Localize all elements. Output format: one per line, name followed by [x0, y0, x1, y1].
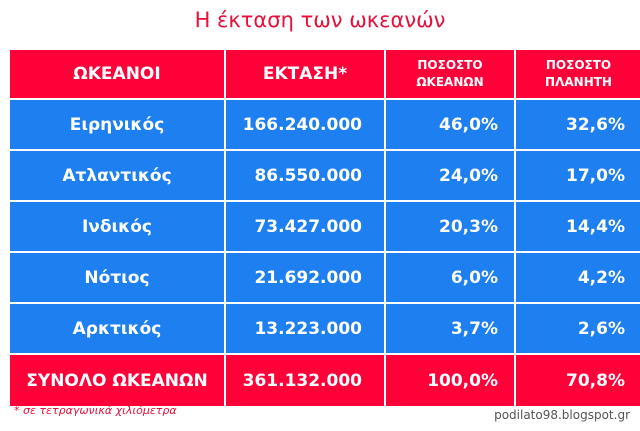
ocean-pct-oceans: 3,7%	[386, 304, 514, 353]
ocean-name: Ατλαντικός	[10, 151, 224, 200]
ocean-pct-planet: 14,4%	[516, 202, 640, 251]
table-header-row: ΩΚΕΑΝΟΙ ΕΚΤΑΣΗ* ΠΟΣΟΣΤΟ ΩΚΕΑΝΩΝ ΠΟΣΟΣΤΟ …	[10, 50, 640, 98]
ocean-pct-planet: 2,6%	[516, 304, 640, 353]
total-pct-planet: 70,8%	[516, 355, 640, 406]
ocean-pct-oceans: 6,0%	[386, 253, 514, 302]
table-row: Ατλαντικός 86.550.000 24,0% 17,0%	[10, 151, 640, 200]
ocean-name: Νότιος	[10, 253, 224, 302]
header-pct-planet: ΠΟΣΟΣΤΟ ΠΛΑΝΗΤΗ	[516, 50, 640, 98]
table-total-row: ΣΥΝΟΛΟ ΩΚΕΑΝΩΝ 361.132.000 100,0% 70,8%	[10, 355, 640, 406]
ocean-name: Ινδικός	[10, 202, 224, 251]
header-oceans: ΩΚΕΑΝΟΙ	[10, 50, 224, 98]
page-title: Η έκταση των ωκεανών	[194, 8, 446, 32]
ocean-pct-oceans: 24,0%	[386, 151, 514, 200]
header-pct-oceans-line2: ΩΚΕΑΝΩΝ	[416, 75, 484, 89]
ocean-name: Αρκτικός	[10, 304, 224, 353]
table-row: Αρκτικός 13.223.000 3,7% 2,6%	[10, 304, 640, 353]
total-pct-oceans: 100,0%	[386, 355, 514, 406]
header-area: ΕΚΤΑΣΗ*	[226, 50, 384, 98]
ocean-pct-planet: 4,2%	[516, 253, 640, 302]
header-pct-planet-line1: ΠΟΣΟΣΤΟ	[545, 58, 612, 72]
ocean-pct-oceans: 46,0%	[386, 100, 514, 149]
ocean-area: 21.692.000	[226, 253, 384, 302]
table-row: Νότιος 21.692.000 6,0% 4,2%	[10, 253, 640, 302]
ocean-area: 166.240.000	[226, 100, 384, 149]
table-row: Ειρηνικός 166.240.000 46,0% 32,6%	[10, 100, 640, 149]
total-label: ΣΥΝΟΛΟ ΩΚΕΑΝΩΝ	[10, 355, 224, 406]
header-pct-planet-line2: ΠΛΑΝΗΤΗ	[545, 75, 612, 89]
ocean-area: 73.427.000	[226, 202, 384, 251]
header-pct-oceans-line1: ΠΟΣΟΣΤΟ	[417, 58, 483, 72]
total-area: 361.132.000	[226, 355, 384, 406]
ocean-pct-oceans: 20,3%	[386, 202, 514, 251]
ocean-pct-planet: 32,6%	[516, 100, 640, 149]
footnote: * σε τετραγωνικά χιλιόμετρα	[14, 404, 177, 417]
oceans-table: ΩΚΕΑΝΟΙ ΕΚΤΑΣΗ* ΠΟΣΟΣΤΟ ΩΚΕΑΝΩΝ ΠΟΣΟΣΤΟ …	[8, 48, 640, 408]
ocean-pct-planet: 17,0%	[516, 151, 640, 200]
header-pct-oceans: ΠΟΣΟΣΤΟ ΩΚΕΑΝΩΝ	[386, 50, 514, 98]
ocean-area: 86.550.000	[226, 151, 384, 200]
ocean-name: Ειρηνικός	[10, 100, 224, 149]
ocean-area: 13.223.000	[226, 304, 384, 353]
source-credit: podilato98.blogspot.gr	[494, 408, 630, 422]
table-row: Ινδικός 73.427.000 20,3% 14,4%	[10, 202, 640, 251]
